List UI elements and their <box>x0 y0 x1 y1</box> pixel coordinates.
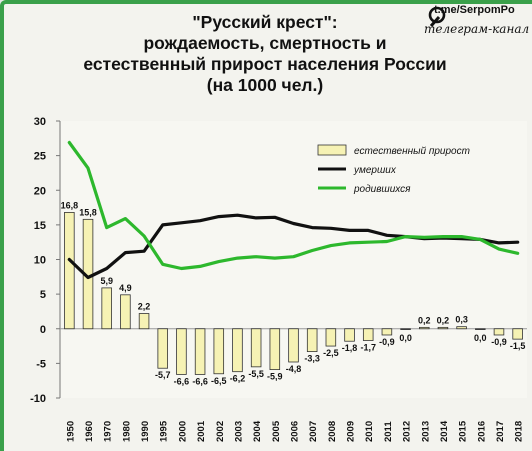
y-tick-label: -5 <box>36 358 46 370</box>
bar-natural-growth <box>213 328 225 375</box>
bar-data-label: -1,7 <box>360 343 376 353</box>
bar-natural-growth <box>306 328 318 353</box>
bar-data-label: -1,5 <box>510 341 526 351</box>
x-tick-label: 1950 <box>65 421 76 442</box>
bar-natural-growth <box>381 328 393 336</box>
bar-data-label: 0,3 <box>455 315 468 325</box>
y-tick-label: 10 <box>34 255 46 267</box>
bar-data-label: -2,5 <box>323 348 339 358</box>
bar-natural-growth <box>250 328 262 368</box>
bar-natural-growth <box>64 212 75 330</box>
legend-label: умерших <box>353 165 397 176</box>
brand-handle: t.me/SerpomPo <box>434 4 515 16</box>
x-tick-label: 2002 <box>215 421 226 442</box>
bar-natural-growth <box>194 328 206 375</box>
y-tick-label: 15 <box>34 220 46 232</box>
x-tick-label: 2005 <box>271 420 282 442</box>
x-tick-label: 1960 <box>84 421 95 442</box>
bar-data-label: 2,2 <box>138 302 151 312</box>
bar-data-label: -5,9 <box>267 372 283 382</box>
x-tick-label: 1980 <box>121 421 132 442</box>
bar-natural-growth <box>325 328 337 347</box>
bar-natural-growth <box>362 328 374 341</box>
bar-data-label: -5,7 <box>155 370 171 380</box>
x-tick-label: 2017 <box>495 421 506 442</box>
x-tick-label: 2001 <box>196 420 207 442</box>
x-tick-label: 1970 <box>103 421 114 442</box>
bar-data-label: -6,5 <box>211 376 227 386</box>
chart-title: "Русский крест": рождаемость, смертность… <box>60 12 470 96</box>
brand-subtitle: телеграм-канал <box>424 22 530 36</box>
bar-natural-growth <box>232 328 243 373</box>
bar-natural-growth <box>269 328 281 371</box>
y-tick-label: 20 <box>34 185 46 197</box>
y-tick-label: -10 <box>30 393 46 405</box>
x-tick-label: 1995 <box>159 420 170 442</box>
legend-label: естественный прирост <box>354 146 470 157</box>
bar-natural-growth <box>176 328 187 375</box>
y-tick-label: 5 <box>40 289 46 301</box>
y-tick-label: 30 <box>34 116 46 128</box>
bar-data-label: -0,9 <box>491 337 507 347</box>
title-line-2: рождаемость, смертность и <box>143 33 387 53</box>
bar-natural-growth <box>512 328 523 340</box>
bar-data-label: 15,8 <box>79 207 97 217</box>
bar-data-label: -5,5 <box>248 369 264 379</box>
bar-natural-growth <box>157 328 168 369</box>
line-births <box>67 140 520 271</box>
bar-natural-growth <box>475 328 486 330</box>
bar-natural-growth <box>493 328 505 336</box>
bar-data-label: 0,0 <box>399 333 412 343</box>
y-tick-label: 25 <box>34 151 46 163</box>
bar-data-label: 5,9 <box>100 276 113 286</box>
bar-data-label: -3,3 <box>304 354 320 364</box>
x-tick-label: 2010 <box>364 421 375 442</box>
legend-swatch-bar <box>317 144 347 156</box>
bar-data-label: -0,9 <box>379 337 395 347</box>
title-line-1: "Русский крест": <box>192 12 338 32</box>
x-tick-label: 2013 <box>420 421 431 442</box>
x-tick-label: 1990 <box>140 421 151 442</box>
bar-data-label: -6,2 <box>230 374 246 384</box>
x-tick-label: 2004 <box>252 420 263 442</box>
bar-data-label: 4,9 <box>119 283 132 293</box>
bar-data-label: -6,6 <box>192 376 208 386</box>
x-tick-label: 2018 <box>514 421 525 442</box>
bar-data-label: -1,8 <box>342 343 358 353</box>
bar-data-label: 16,8 <box>61 200 79 210</box>
x-tick-label: 2003 <box>233 421 244 442</box>
bar-data-label: 0,2 <box>418 315 431 325</box>
x-tick-label: 2014 <box>439 420 450 442</box>
bar-data-label: 0,0 <box>474 333 487 343</box>
bar-natural-growth <box>419 326 430 330</box>
x-tick-label: 2007 <box>308 421 319 442</box>
title-line-3: естественный прирост населения России <box>83 54 447 74</box>
bar-natural-growth <box>456 326 467 330</box>
bar-natural-growth <box>101 287 112 330</box>
x-tick-label: 2006 <box>290 421 301 442</box>
x-tick-label: 2000 <box>177 421 188 442</box>
x-tick-label: 2011 <box>383 421 394 442</box>
bar-natural-growth <box>120 294 131 330</box>
y-tick-label: 0 <box>40 324 46 336</box>
title-line-4: (на 1000 чел.) <box>206 75 324 95</box>
bar-data-label: -6,6 <box>174 376 190 386</box>
bar-natural-growth <box>437 326 449 330</box>
bar-data-label: 0,2 <box>437 315 450 325</box>
x-tick-label: 2012 <box>402 421 413 442</box>
legend-label: родившихся <box>353 184 411 195</box>
brand-logo-icon <box>428 6 446 27</box>
x-tick-label: 2009 <box>346 421 357 442</box>
x-tick-label: 2015 <box>458 420 469 442</box>
bar-natural-growth <box>288 328 299 363</box>
x-tick-label: 2008 <box>327 421 338 442</box>
bar-natural-growth <box>138 313 150 330</box>
bar-data-label: -4,8 <box>286 364 302 374</box>
x-tick-label: 2016 <box>476 421 487 442</box>
bar-natural-growth <box>344 328 355 342</box>
bar-natural-growth <box>400 328 411 330</box>
